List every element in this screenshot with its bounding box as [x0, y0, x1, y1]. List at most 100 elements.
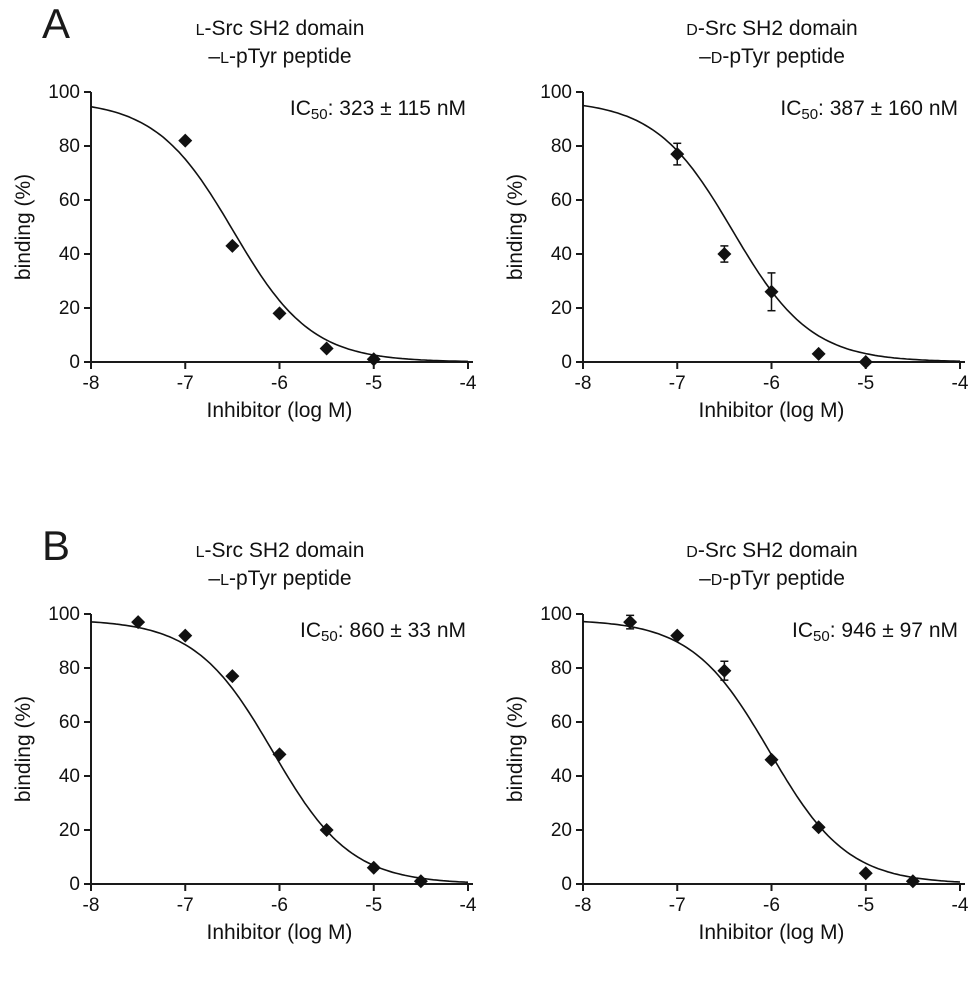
chart-B-left-title: L-Src SH2 domain –L-pTyr peptide: [6, 538, 486, 594]
title-text: -Src SH2 domain: [204, 539, 365, 562]
data-point-marker: [131, 615, 146, 630]
title-line-1: D-Src SH2 domain: [566, 538, 978, 566]
title-text: -pTyr peptide: [229, 567, 352, 590]
x-tick-label: -8: [83, 895, 100, 916]
y-tick-label: 0: [561, 352, 572, 373]
data-point-marker: [905, 874, 920, 889]
y-axis-title: binding (%): [504, 174, 527, 280]
chart-A-left-title: L-Src SH2 domain –L-pTyr peptide: [6, 16, 486, 72]
data-point-marker: [764, 752, 779, 767]
x-axis-title: Inhibitor (log M): [207, 399, 353, 422]
x-tick-label: -7: [669, 373, 686, 394]
x-tick-label: -7: [177, 895, 194, 916]
plot-A-left: -8 -7 -6 -5 -4 0 20 40 60 80 100 Inhibitor (log M) b…: [12, 82, 477, 422]
data-point-marker: [366, 352, 381, 367]
data-point-marker: [272, 306, 287, 321]
panel-A-label: A: [42, 0, 71, 47]
data-point-marker: [858, 866, 873, 881]
y-tick-label: 0: [561, 874, 572, 895]
data-point-marker: [225, 669, 240, 684]
data-point-marker: [858, 355, 873, 369]
y-tick-label: 20: [551, 298, 572, 319]
chirality-label: L: [195, 22, 205, 39]
chirality-label: D: [710, 50, 723, 67]
y-tick-label: 80: [551, 136, 572, 157]
x-tick-label: -4: [460, 895, 477, 916]
y-tick-label: 20: [551, 820, 572, 841]
chirality-label: D: [710, 572, 723, 589]
x-tick-label: -5: [365, 895, 382, 916]
plot-B-left: -8 -7 -6 -5 -4 0 20 40 60 80 100 Inhibitor (log M) b…: [12, 604, 477, 944]
panel-B-label: B: [42, 522, 71, 569]
x-axis-title: Inhibitor (log M): [699, 399, 845, 422]
x-tick-label: -6: [763, 895, 780, 916]
chart-A-right: D-Src SH2 domain –D-pTyr peptide -8 -7 -6-…: [498, 16, 978, 422]
x-tick-label: -8: [83, 373, 100, 394]
fit-curve: [582, 104, 960, 362]
x-axis-title: Inhibitor (log M): [207, 921, 353, 944]
x-tick-label: -5: [857, 373, 874, 394]
y-axis-title: binding (%): [12, 174, 35, 280]
y-axis-title: binding (%): [12, 696, 35, 802]
x-tick-label: -8: [575, 895, 592, 916]
title-line-2: –D-pTyr peptide: [566, 44, 978, 72]
y-tick-label: 0: [69, 352, 80, 373]
x-tick-label: -5: [365, 373, 382, 394]
data-point-marker: [225, 238, 240, 253]
y-tick-label: 80: [59, 658, 80, 679]
x-tick-label: -6: [271, 895, 288, 916]
chirality-label: L: [220, 572, 229, 589]
data-point-marker: [811, 820, 826, 835]
x-tick-label: -4: [460, 373, 477, 394]
title-text: -Src SH2 domain: [697, 17, 858, 40]
y-tick-label: 40: [551, 244, 572, 265]
title-line-2: –L-pTyr peptide: [74, 44, 486, 72]
ic50-annotation: IC50: 860 ± 33 nM: [300, 619, 466, 645]
title-line-1: D-Src SH2 domain: [566, 16, 978, 44]
dash: –: [699, 567, 711, 590]
panel-B-charts: L-Src SH2 domain –L-pTyr peptide -8 -7 -6-…: [0, 522, 980, 944]
y-tick-label: 40: [59, 244, 80, 265]
fit-curve: [90, 105, 469, 363]
x-tick-label: -5: [857, 895, 874, 916]
chart-B-left: L-Src SH2 domain –L-pTyr peptide -8 -7 -6-…: [6, 538, 486, 944]
data-point-marker: [670, 628, 685, 643]
data-point-marker: [413, 874, 428, 889]
chirality-label: D: [686, 544, 698, 561]
title-text: -pTyr peptide: [722, 567, 845, 590]
y-tick-label: 80: [551, 658, 572, 679]
y-tick-label: 100: [48, 604, 80, 625]
panel-A: A L-Src SH2 domain –L-pTyr peptide -8 -7-…: [0, 0, 980, 423]
fit-curve: [582, 620, 961, 883]
data-point-marker: [670, 147, 685, 162]
data-point-marker: [366, 860, 381, 875]
title-text: -pTyr peptide: [229, 45, 352, 68]
title-line-2: –L-pTyr peptide: [74, 566, 486, 594]
y-tick-label: 80: [59, 136, 80, 157]
x-tick-label: -8: [575, 373, 592, 394]
chart-A-right-title: D-Src SH2 domain –D-pTyr peptide: [498, 16, 978, 72]
y-axis-title: binding (%): [504, 696, 527, 802]
data-point-marker: [178, 133, 193, 148]
y-tick-label: 60: [551, 190, 572, 211]
title-text: -pTyr peptide: [722, 45, 845, 68]
ic50-annotation: IC50: 387 ± 160 nM: [780, 97, 958, 123]
chirality-label: L: [220, 50, 229, 67]
y-tick-label: 60: [59, 712, 80, 733]
y-tick-label: 100: [48, 82, 80, 103]
title-line-1: L-Src SH2 domain: [74, 16, 486, 44]
plot-B-right: -8 -7 -6 -5 -4 0 20 40 60 80 100 Inhibitor (log M) b…: [504, 604, 969, 944]
y-tick-label: 20: [59, 298, 80, 319]
y-tick-label: 60: [59, 190, 80, 211]
data-point-marker: [717, 247, 732, 261]
x-tick-label: -7: [177, 373, 194, 394]
data-point-marker: [623, 615, 638, 630]
panel-B: B L-Src SH2 domain –L-pTyr peptide -8 -7-…: [0, 522, 980, 945]
y-tick-label: 100: [540, 604, 572, 625]
x-tick-label: -6: [271, 373, 288, 394]
y-tick-label: 20: [59, 820, 80, 841]
data-point-marker: [319, 341, 334, 356]
title-line-1: L-Src SH2 domain: [74, 538, 486, 566]
dash: –: [699, 45, 711, 68]
